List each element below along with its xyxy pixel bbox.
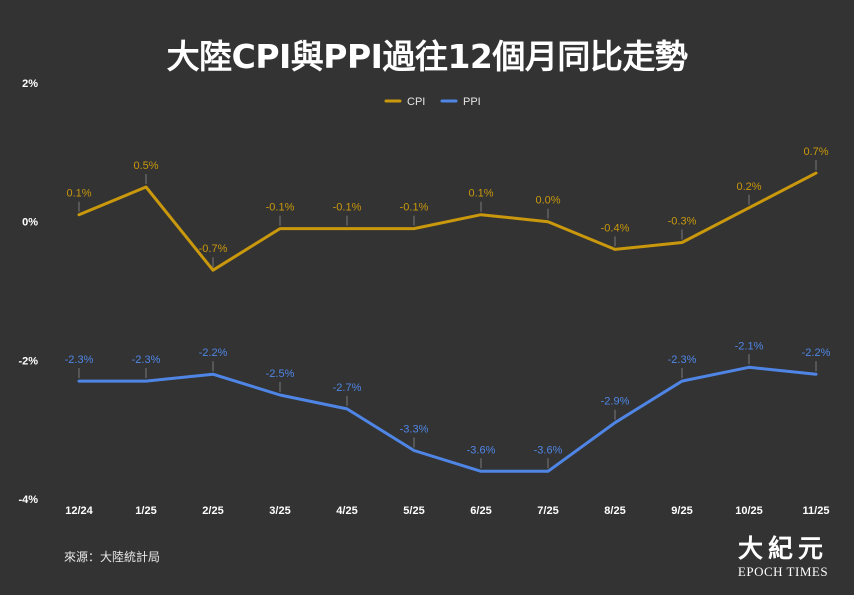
ppi-data-label: -2.1% — [735, 340, 764, 352]
y-tick-label: -4% — [18, 494, 38, 506]
ppi-data-label: -2.2% — [802, 347, 831, 359]
logo-english: EPOCH TIMES — [737, 564, 829, 579]
cpi-data-label: 0.2% — [736, 181, 761, 193]
ppi-data-label: -2.5% — [266, 368, 295, 380]
ppi-data-label: -3.3% — [400, 423, 429, 435]
cpi-data-label: 0.5% — [133, 160, 158, 172]
x-tick-label: 7/25 — [537, 505, 558, 517]
cpi-data-label: -0.4% — [601, 222, 630, 234]
legend-label-ppi: PPI — [463, 96, 481, 108]
x-tick-label: 2/25 — [202, 505, 223, 517]
x-tick-label: 3/25 — [269, 505, 290, 517]
cpi-series-line — [77, 171, 818, 272]
x-tick-label: 6/25 — [470, 505, 491, 517]
x-tick-label: 11/25 — [803, 505, 830, 517]
source-note: 來源：大陸統計局 — [64, 550, 161, 564]
ppi-series-line — [77, 365, 818, 473]
legend-label-cpi: CPI — [407, 96, 425, 108]
y-tick-label: 0% — [22, 217, 38, 229]
x-tick-label: 1/25 — [135, 505, 156, 517]
cpi-data-label: 0.1% — [468, 188, 493, 200]
x-tick-label: 10/25 — [735, 505, 763, 517]
epoch-times-logo: 大紀元 EPOCH TIMES — [731, 534, 835, 580]
ppi-data-label: -2.7% — [333, 382, 362, 394]
cpi-data-label: -0.7% — [199, 243, 228, 255]
x-tick-label: 12/24 — [65, 505, 93, 517]
cpi-data-label: -0.1% — [400, 202, 429, 214]
ppi-data-label: -2.9% — [601, 396, 630, 408]
ppi-data-label: -2.3% — [132, 354, 161, 366]
cpi-data-label: 0.1% — [66, 188, 91, 200]
cpi-data-label: -0.1% — [333, 202, 362, 214]
ppi-data-label: -2.3% — [65, 354, 94, 366]
ppi-data-label: -2.2% — [199, 347, 228, 359]
cpi-data-label: -0.1% — [266, 202, 295, 214]
ppi-data-label: -3.6% — [534, 444, 563, 456]
y-tick-label: -2% — [18, 355, 38, 367]
cpi-data-label: 0.7% — [803, 146, 828, 158]
cpi-data-label: -0.3% — [668, 215, 697, 227]
chart-title: 大陸CPI與PPI過往12個月同比走勢 — [166, 37, 688, 76]
x-tick-label: 5/25 — [403, 505, 424, 517]
y-tick-label: 2% — [22, 78, 38, 90]
ppi-data-label: -2.3% — [668, 354, 697, 366]
x-tick-label: 9/25 — [671, 505, 692, 517]
logo-chinese: 大紀元 — [737, 534, 828, 563]
x-tick-label: 8/25 — [604, 505, 625, 517]
x-tick-label: 4/25 — [336, 505, 357, 517]
cpi-data-label: 0.0% — [535, 195, 560, 207]
ppi-data-label: -3.6% — [467, 444, 496, 456]
